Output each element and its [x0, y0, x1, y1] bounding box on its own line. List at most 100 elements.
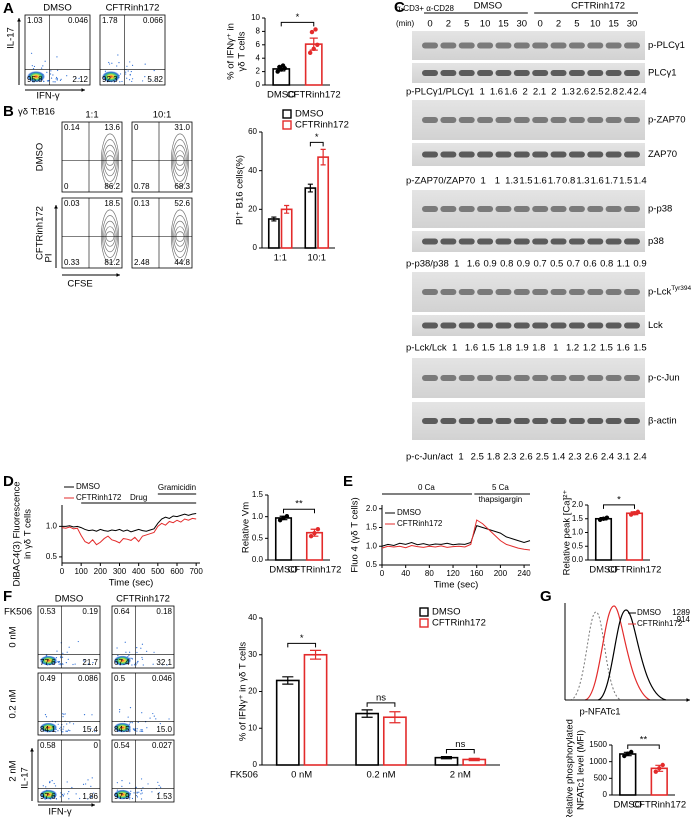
y-tick-label: 0 — [253, 243, 258, 252]
ratio-value: 1.6 — [465, 343, 478, 354]
error-bar — [389, 711, 401, 724]
ratio-value: 1.4 — [552, 452, 565, 463]
annotation: Drug — [130, 493, 147, 502]
event-dot — [141, 643, 144, 645]
event-dot — [129, 722, 131, 724]
ratio-value: 0.9 — [483, 259, 496, 270]
data-point — [315, 42, 320, 47]
significance-label: ** — [640, 735, 648, 746]
ratio-value: 2.3 — [503, 452, 516, 463]
annotation: thapsigargin — [479, 495, 523, 504]
flow-plot — [61, 197, 123, 269]
event-dot — [141, 80, 144, 82]
y-tick-label: 1500 — [589, 740, 607, 749]
band — [568, 375, 585, 381]
event-dot — [94, 730, 96, 733]
event-dot — [119, 708, 121, 711]
event-dot — [90, 796, 92, 799]
line-series — [61, 517, 197, 546]
x-tick-label: 200 — [94, 567, 108, 576]
band — [422, 375, 438, 381]
quadrant-value: 5.82 — [147, 75, 163, 84]
event-dot — [140, 778, 143, 780]
x-tick-label: 0.2 nM — [366, 770, 395, 781]
band — [587, 206, 604, 212]
quadrant-value: 0.78 — [134, 182, 150, 191]
blot-label: p-PLCγ1 — [648, 40, 685, 51]
event-dot — [137, 661, 139, 663]
event-dot — [67, 658, 69, 660]
flow-plot — [131, 121, 193, 193]
event-dot — [129, 651, 131, 653]
ratio-value: 2.5 — [590, 87, 603, 98]
event-dot — [61, 656, 64, 658]
quadrant-value: 15.4 — [82, 725, 98, 734]
band — [422, 117, 438, 123]
ratio-value: 1.5 — [482, 343, 495, 354]
event-dot — [58, 663, 60, 665]
event-dot — [56, 56, 58, 58]
band — [458, 418, 475, 424]
band — [513, 117, 530, 123]
x-tick-label: DMSO — [269, 565, 298, 576]
data-point — [628, 512, 634, 517]
quadrant-value: 31.0 — [174, 123, 190, 132]
time-label: 5 — [574, 19, 579, 30]
band — [422, 151, 438, 158]
ratio-value: 1.3 — [562, 87, 575, 98]
band — [458, 117, 475, 123]
density — [39, 789, 58, 800]
y-axis-label: Relative peak [Ca]²⁺ — [562, 490, 573, 576]
event-dot — [91, 714, 93, 716]
event-dot — [147, 783, 149, 785]
event-dot — [136, 791, 138, 793]
panel-letter: E — [343, 473, 353, 490]
significance-bracket — [309, 141, 324, 147]
x-axis-label: Time (sec) — [109, 578, 154, 589]
ratio-value: 1.6 — [617, 343, 630, 354]
band — [587, 151, 604, 158]
data-point — [308, 533, 314, 539]
row-label: 2 nM — [8, 760, 19, 781]
band — [587, 289, 604, 295]
band — [422, 418, 438, 424]
x-tick-label: DMSO — [267, 90, 296, 101]
data-point — [653, 769, 658, 774]
band — [605, 70, 622, 76]
event-dot — [140, 793, 142, 795]
ratio-value: 2.5 — [471, 452, 484, 463]
band — [513, 238, 530, 245]
event-dot — [56, 78, 59, 80]
line-series — [381, 519, 531, 551]
event-dot — [45, 786, 47, 788]
event-dot — [46, 654, 48, 656]
event-dot — [136, 646, 138, 649]
time-label: 30 — [627, 19, 638, 30]
x-tick-label: 80 — [425, 569, 434, 578]
event-dot — [136, 730, 138, 732]
event-dot — [121, 785, 123, 788]
quadrant-value: 81.2 — [104, 258, 120, 267]
ratio-value: 1.7 — [548, 176, 561, 187]
event-dot — [150, 79, 152, 81]
x-tick-label: 160 — [470, 569, 484, 578]
event-dot — [64, 713, 66, 715]
event-dot — [133, 664, 136, 666]
y-axis-label: IL-17 — [20, 767, 31, 789]
ratio-value: 1 — [479, 87, 484, 98]
y-tick-label: 1000 — [589, 757, 607, 766]
event-dot — [69, 730, 71, 732]
event-dot — [55, 798, 57, 800]
ratio-value: 2.8 — [605, 87, 618, 98]
event-dot — [116, 65, 118, 67]
event-dot — [60, 729, 62, 731]
legend-value: 914 — [677, 615, 691, 624]
time-label: 10 — [480, 19, 491, 30]
event-dot — [43, 80, 45, 82]
band — [550, 42, 567, 49]
density — [113, 722, 132, 733]
event-dot — [116, 647, 118, 649]
panel-letter: D — [3, 473, 14, 490]
event-dot — [136, 651, 138, 654]
bar — [304, 187, 317, 249]
